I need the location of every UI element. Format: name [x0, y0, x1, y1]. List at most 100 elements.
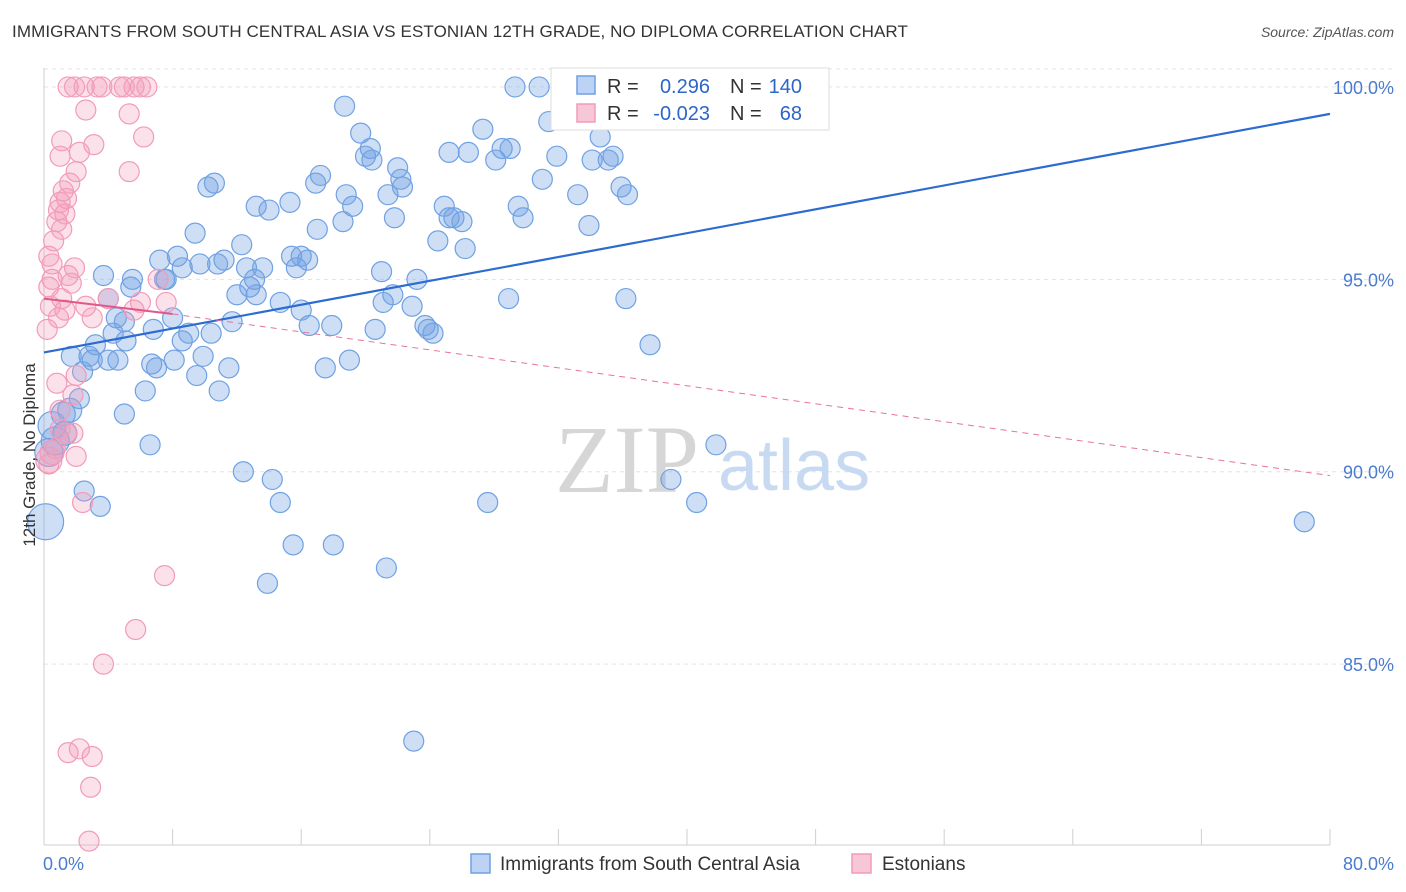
point-immigrants: [383, 207, 406, 229]
point-immigrants: [370, 261, 393, 283]
point-immigrants: [403, 730, 425, 752]
point-immigrants: [120, 276, 142, 298]
point-immigrants: [364, 318, 386, 340]
point-estonians: [147, 268, 169, 290]
point-estonians: [129, 291, 152, 314]
point-estonians: [92, 653, 115, 675]
point-immigrants: [491, 137, 513, 160]
y-tick-label: 95.0%: [1343, 270, 1394, 290]
point-estonians: [80, 776, 102, 798]
y-axis-title: 12th Grade, No Diploma: [20, 363, 39, 547]
point-immigrants: [207, 253, 229, 275]
point-immigrants: [89, 495, 111, 517]
grid-lines: [44, 68, 1392, 665]
point-immigrants: [282, 534, 304, 556]
point-immigrants: [361, 149, 383, 171]
point-estonians: [36, 318, 58, 340]
point-immigrants: [245, 195, 267, 217]
legend-swatch-pink: [576, 103, 596, 123]
point-immigrants: [391, 176, 414, 198]
point-estonians: [133, 126, 155, 148]
point-estonians: [57, 76, 79, 98]
point-immigrants: [226, 284, 248, 306]
legend-r-label: R =: [607, 103, 639, 125]
legend-label-immigrants: Immigrants from South Central Asia: [500, 854, 800, 875]
point-immigrants: [115, 330, 137, 352]
point-estonians: [118, 103, 140, 125]
watermark-atlas: atlas: [718, 426, 870, 506]
legend-swatch-blue: [576, 75, 596, 95]
legend-swatch-estonians: [851, 853, 872, 874]
point-immigrants: [314, 357, 336, 379]
point-immigrants: [232, 461, 254, 483]
point-immigrants: [243, 268, 266, 290]
point-estonians: [49, 399, 71, 421]
point-immigrants: [332, 211, 354, 233]
y-tick-label: 85.0%: [1343, 655, 1394, 675]
point-immigrants: [166, 245, 189, 267]
point-estonians: [97, 287, 119, 310]
legend-r-value: -0.023: [653, 103, 710, 125]
point-immigrants: [334, 95, 356, 117]
point-immigrants: [97, 349, 119, 371]
legend-n-value: 140: [769, 76, 802, 98]
point-immigrants: [531, 168, 553, 190]
point-immigrants: [406, 268, 428, 290]
point-estonians: [75, 99, 97, 121]
point-immigrants: [231, 234, 253, 256]
point-immigrants: [306, 218, 328, 240]
point-immigrants: [297, 249, 319, 271]
point-estonians: [125, 618, 147, 641]
point-immigrants: [472, 118, 494, 140]
point-immigrants: [686, 491, 708, 514]
point-estonians: [65, 445, 87, 467]
point-immigrants: [68, 388, 90, 410]
point-immigrants: [203, 172, 225, 194]
point-immigrants: [342, 195, 364, 217]
correlation-legend: R = 0.296 N = 140 R = -0.023 N = 68: [550, 67, 830, 131]
legend-n-label: N =: [730, 103, 762, 125]
point-immigrants: [427, 230, 449, 252]
point-estonians: [155, 291, 177, 314]
trend-line-estonians-extended: [172, 313, 1331, 477]
point-immigrants: [163, 349, 185, 371]
point-estonians: [129, 76, 152, 98]
point-immigrants: [477, 491, 499, 514]
point-immigrants: [178, 322, 200, 344]
point-immigrants: [27, 503, 65, 541]
point-immigrants: [252, 257, 274, 279]
point-immigrants: [507, 195, 529, 217]
point-immigrants: [528, 76, 550, 98]
point-immigrants: [581, 149, 603, 171]
point-estonians: [41, 253, 63, 275]
point-immigrants: [142, 318, 164, 340]
point-immigrants: [298, 314, 320, 337]
point-immigrants: [134, 380, 156, 402]
point-estonians: [123, 76, 145, 98]
point-estonians: [73, 76, 95, 98]
point-immigrants: [499, 137, 521, 160]
series-legend: Immigrants from South Central Asia Eston…: [470, 853, 965, 875]
point-estonians: [78, 830, 100, 852]
point-immigrants: [567, 184, 589, 206]
trend-lines: [43, 112, 1331, 477]
point-immigrants: [213, 249, 235, 271]
data-points: [27, 76, 1315, 852]
legend-r-value: 0.296: [660, 76, 710, 98]
point-immigrants: [512, 207, 534, 229]
point-estonians: [51, 130, 73, 152]
point-immigrants: [121, 268, 144, 290]
point-estonians: [75, 295, 97, 317]
point-estonians: [81, 307, 103, 329]
point-immigrants: [438, 141, 460, 163]
point-immigrants: [390, 168, 412, 190]
point-immigrants: [546, 145, 568, 167]
point-estonians: [68, 738, 90, 760]
point-immigrants: [139, 434, 161, 456]
point-immigrants: [258, 199, 280, 221]
point-immigrants: [186, 364, 208, 387]
point-estonians: [71, 491, 94, 514]
point-estonians: [62, 422, 84, 444]
point-immigrants: [256, 572, 279, 594]
